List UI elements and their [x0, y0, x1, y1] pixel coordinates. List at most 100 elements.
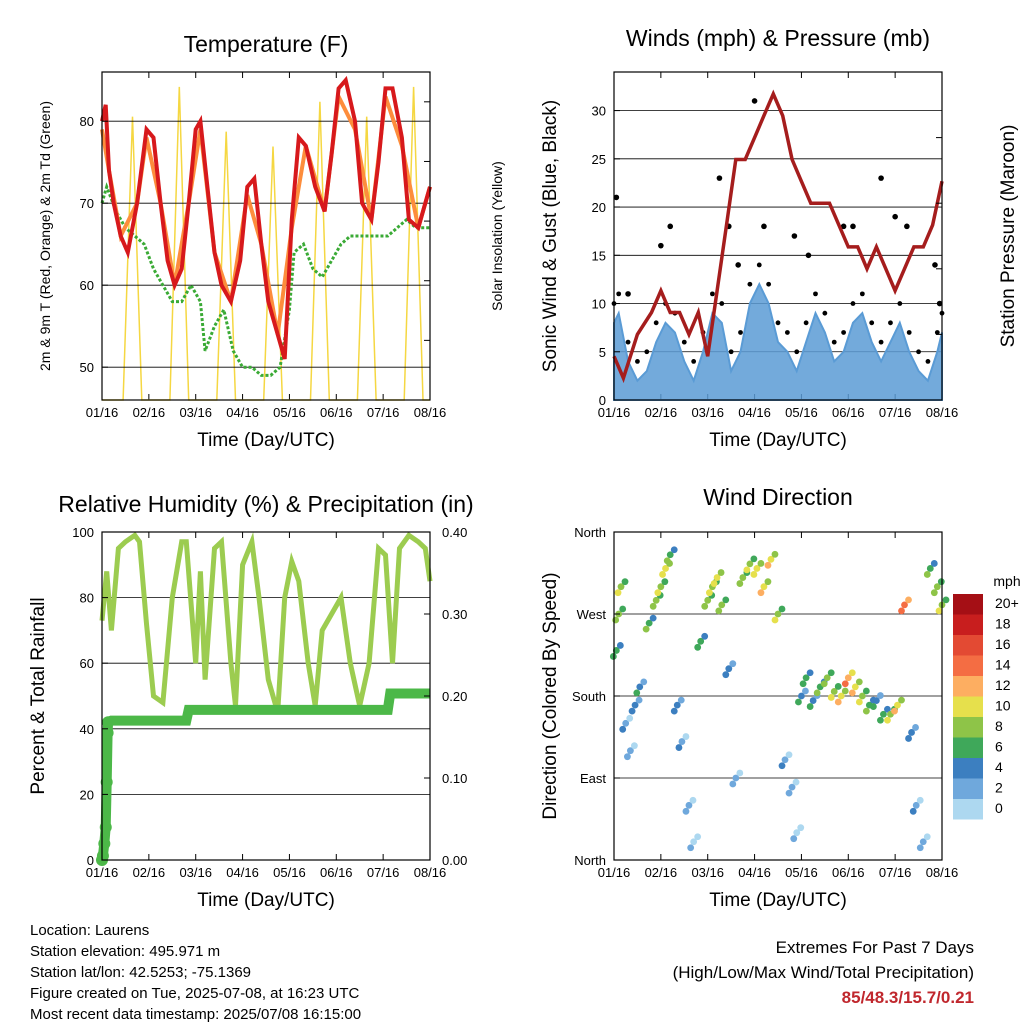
gust-point: [904, 223, 910, 230]
colorbar-swatch: [953, 655, 983, 676]
y2-axis-label: Solar Insolation (Yellow): [489, 161, 505, 311]
gust-point: [644, 349, 650, 355]
direction-point: [894, 701, 901, 709]
direction-point: [792, 778, 800, 786]
y2-tick-label: 0.00: [442, 853, 467, 868]
precip-point: [101, 726, 114, 739]
gust-point: [625, 291, 631, 297]
extremes-box: Extremes For Past 7 Days (High/Low/Max W…: [673, 935, 974, 1010]
y-tick-label: South: [572, 689, 606, 704]
y2-tick-label: 0.30: [442, 607, 467, 622]
x-tick-label: 04/16: [738, 405, 771, 420]
direction-point: [753, 565, 761, 572]
plot-frame: [101, 71, 431, 401]
direction-point: [877, 692, 884, 699]
direction-point: [834, 683, 842, 690]
y-tick-label: 40: [80, 722, 94, 737]
direction-point: [690, 838, 698, 846]
x-tick-label: 04/16: [226, 865, 259, 880]
gust-point: [735, 262, 741, 268]
y-tick-label: 25: [592, 152, 606, 167]
direction-point: [898, 696, 905, 704]
gust-point: [658, 242, 664, 249]
wind-direction-panel: Wind Direction 01/16 02/16 03/16 04/16 05/16 0…: [540, 484, 958, 911]
y2-axis-label: Station Pressure (Maroon): [998, 125, 1019, 348]
gust-point: [897, 301, 903, 306]
y-tick-label: North: [574, 525, 606, 540]
direction-point: [797, 824, 805, 832]
direction-point: [694, 643, 702, 651]
direction-point: [619, 605, 627, 613]
x-tick-label: 03/16: [691, 865, 724, 880]
direction-point: [694, 833, 702, 841]
gust-point: [841, 330, 846, 335]
gust-point: [791, 233, 798, 239]
direction-point: [862, 707, 870, 715]
chart-title: Wind Direction: [703, 484, 853, 510]
direction-point: [760, 583, 768, 591]
direction-point: [870, 703, 877, 710]
gust-point: [728, 349, 734, 355]
gust-point: [906, 330, 912, 335]
direction-point: [706, 589, 713, 597]
direction-point: [905, 735, 912, 742]
gust-point: [775, 320, 781, 326]
x-tick-label: 03/16: [179, 405, 212, 420]
gust-point: [934, 330, 940, 335]
direction-point: [622, 719, 630, 727]
direction-point: [717, 569, 725, 576]
direction-point: [834, 698, 842, 706]
gust-point: [710, 291, 715, 297]
direction-point: [923, 571, 931, 578]
direction-point: [858, 692, 866, 700]
chart-title: Relative Humidity (%) & Precipitation (i…: [58, 491, 473, 517]
series-station-pressure: [612, 89, 944, 384]
colorbar-label: 6: [995, 739, 1003, 755]
gust-point: [635, 359, 640, 364]
x-tick-label: 01/16: [598, 405, 631, 420]
direction-point: [675, 744, 683, 751]
direction-point: [612, 616, 620, 624]
direction-point: [916, 796, 924, 804]
direction-point: [767, 555, 775, 563]
x-tick-label: 02/16: [133, 405, 166, 420]
direction-point: [640, 678, 648, 686]
direction-point: [901, 601, 908, 609]
colorbar-label: 18: [995, 616, 1011, 632]
station-info: Location: Laurens Station elevation: 495…: [30, 920, 361, 1025]
direction-point: [912, 724, 919, 731]
direction-point: [844, 674, 852, 682]
x-axis-label: Time (Day/UTC): [197, 430, 335, 451]
direction-point: [771, 616, 779, 624]
direction-point: [678, 738, 686, 745]
y-tick-label: 80: [80, 114, 94, 129]
direction-point: [841, 687, 849, 695]
colorbar-swatch: [953, 676, 983, 697]
colorbar-label: 16: [995, 636, 1011, 652]
y-tick-label: 80: [80, 591, 94, 606]
direction-point: [710, 580, 718, 587]
colorbar-swatch: [953, 778, 983, 799]
series-relative-humidity: [99, 531, 433, 714]
direction-point: [649, 602, 657, 610]
direction-point: [933, 583, 941, 591]
direction-point: [757, 589, 765, 597]
direction-point: [636, 683, 644, 691]
x-tick-label: 05/16: [785, 405, 818, 420]
direction-point: [701, 632, 709, 640]
gust-point: [766, 281, 772, 287]
direction-point: [935, 607, 943, 615]
x-tick-label: 07/16: [879, 865, 912, 880]
direction-point: [722, 596, 730, 604]
direction-point: [809, 697, 817, 704]
x-tick-label: 06/16: [320, 865, 353, 880]
colorbar-label: 12: [995, 677, 1011, 693]
colorbar-label: 4: [995, 759, 1003, 775]
gust-point: [888, 320, 893, 326]
speed-colorbar: mph 20+ 18 16 14 12 10 8 6 4 2 0: [953, 573, 1021, 820]
direction-point: [827, 669, 835, 677]
direction-point: [778, 605, 786, 613]
direction-point: [806, 703, 814, 710]
y-tick-label: 60: [80, 656, 94, 671]
direction-point: [631, 742, 638, 750]
